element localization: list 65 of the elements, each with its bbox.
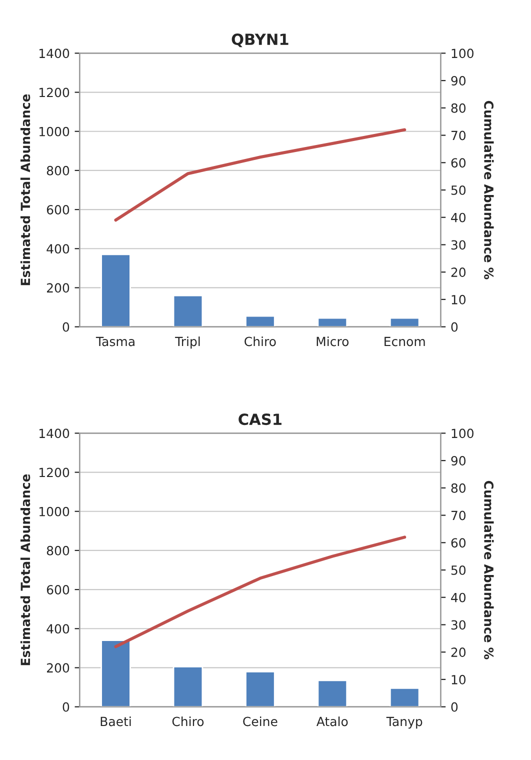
bar <box>317 680 348 707</box>
y-tick-label: 400 <box>46 244 70 254</box>
y2-tick-label: 20 <box>451 648 466 658</box>
y2-tick-label: 40 <box>451 212 466 222</box>
y2-axis-title: Cumulative Abundance % <box>484 100 494 280</box>
y2-tick-label: 10 <box>452 294 466 304</box>
x-tick-label: Tripl <box>175 336 200 349</box>
y2-tick-label: 70 <box>451 130 466 140</box>
y2-tick-label: 60 <box>451 158 466 168</box>
y-tick-label: 200 <box>46 663 70 673</box>
y-tick-label: 1000 <box>39 126 70 136</box>
y2-tick-label: 70 <box>451 510 466 520</box>
x-tick-label: Tasma <box>96 336 134 346</box>
line-series <box>114 128 406 222</box>
x-tick-label: Chiro <box>244 336 276 346</box>
y-tick-label: 0 <box>62 702 70 712</box>
y-tick-label: 1200 <box>39 88 70 98</box>
y2-tick-label: 100 <box>452 428 474 438</box>
y2-tick-label: 30 <box>451 240 466 250</box>
y-tick-label: 1400 <box>39 48 70 58</box>
y2-tick-label: 0 <box>451 322 458 332</box>
y2-tick-label: 50 <box>451 565 466 575</box>
chart-title: CAS1 <box>238 414 282 426</box>
y-tick-label: 1200 <box>39 468 70 478</box>
x-tick-label: Tanyp <box>386 716 422 729</box>
y-tick-label: 1000 <box>39 506 70 516</box>
y2-tick-label: 100 <box>452 48 474 58</box>
x-tick-label: Ecnom <box>384 336 425 346</box>
y-tick-label: 800 <box>46 166 70 176</box>
y-tick-label: 600 <box>46 205 70 214</box>
y-tick-label: 400 <box>46 624 70 634</box>
y2-tick-label: 0 <box>451 702 458 712</box>
bar <box>172 294 204 327</box>
bar <box>100 254 131 327</box>
y2-axis-title: Cumulative Abundance % <box>484 480 494 660</box>
y2-tick-label: 30 <box>451 620 466 630</box>
x-tick-label: Chiro <box>172 716 204 726</box>
y2-tick-label: 20 <box>451 268 466 278</box>
bar <box>389 688 420 707</box>
y-tick-label: 200 <box>46 283 70 293</box>
bar <box>100 640 131 707</box>
y-tick-label: 800 <box>46 546 70 556</box>
y2-tick-label: 50 <box>451 185 466 195</box>
x-tick-label: Ceine <box>243 716 278 726</box>
y-tick-label: 0 <box>62 322 70 332</box>
x-tick-label: Atalo <box>316 716 348 726</box>
y2-tick-label: 80 <box>451 483 466 493</box>
y2-tick-label: 10 <box>452 674 466 684</box>
y2-tick-label: 40 <box>451 592 466 602</box>
bar <box>389 317 420 327</box>
line-series <box>114 536 406 648</box>
y-axis-title: Estimated Total Abundance <box>20 94 30 286</box>
x-tick-label: Micro <box>316 336 349 346</box>
y2-tick-label: 90 <box>451 456 466 466</box>
bar <box>245 315 276 327</box>
bar <box>245 670 276 707</box>
y-tick-label: 1400 <box>39 428 70 438</box>
y-tick-label: 600 <box>46 585 70 594</box>
x-tick-label: Baeti <box>100 716 131 726</box>
y2-tick-label: 80 <box>451 103 466 113</box>
y2-tick-label: 60 <box>451 538 466 548</box>
y-axis-title: Estimated Total Abundance <box>20 474 30 666</box>
bar <box>172 666 204 707</box>
y2-tick-label: 90 <box>451 76 466 86</box>
chart-title: QBYN1 <box>232 34 288 48</box>
